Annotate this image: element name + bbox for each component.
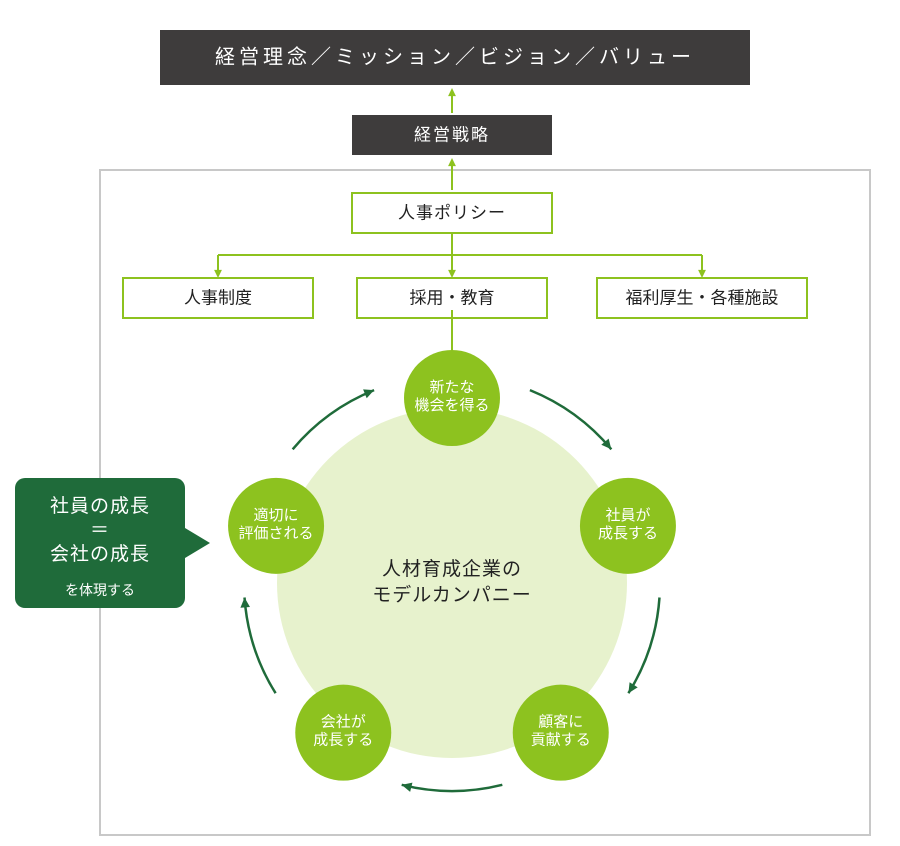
- policy-label: 人事ポリシー: [398, 204, 506, 223]
- callout-sub: を体現する: [65, 582, 135, 598]
- callout-pointer: [185, 528, 210, 558]
- cycle-node-label-2: 顧客に貢献する: [531, 714, 591, 749]
- pillar-label-0: 人事制度: [184, 289, 252, 308]
- cycle-arc-2: [402, 785, 503, 791]
- top-philosophy-label: 経営理念／ミッション／ビジョン／バリュー: [215, 45, 695, 69]
- cycle-arc-3: [245, 598, 276, 694]
- pillar-label-2: 福利厚生・各種施設: [626, 289, 779, 308]
- cycle-node-label-3: 会社が成長する: [313, 714, 373, 749]
- strategy-label: 経営戦略: [414, 126, 490, 145]
- pillar-label-1: 採用・教育: [410, 289, 495, 308]
- cycle-arc-1: [628, 598, 659, 694]
- cycle-node-label-1: 社員が成長する: [598, 507, 658, 542]
